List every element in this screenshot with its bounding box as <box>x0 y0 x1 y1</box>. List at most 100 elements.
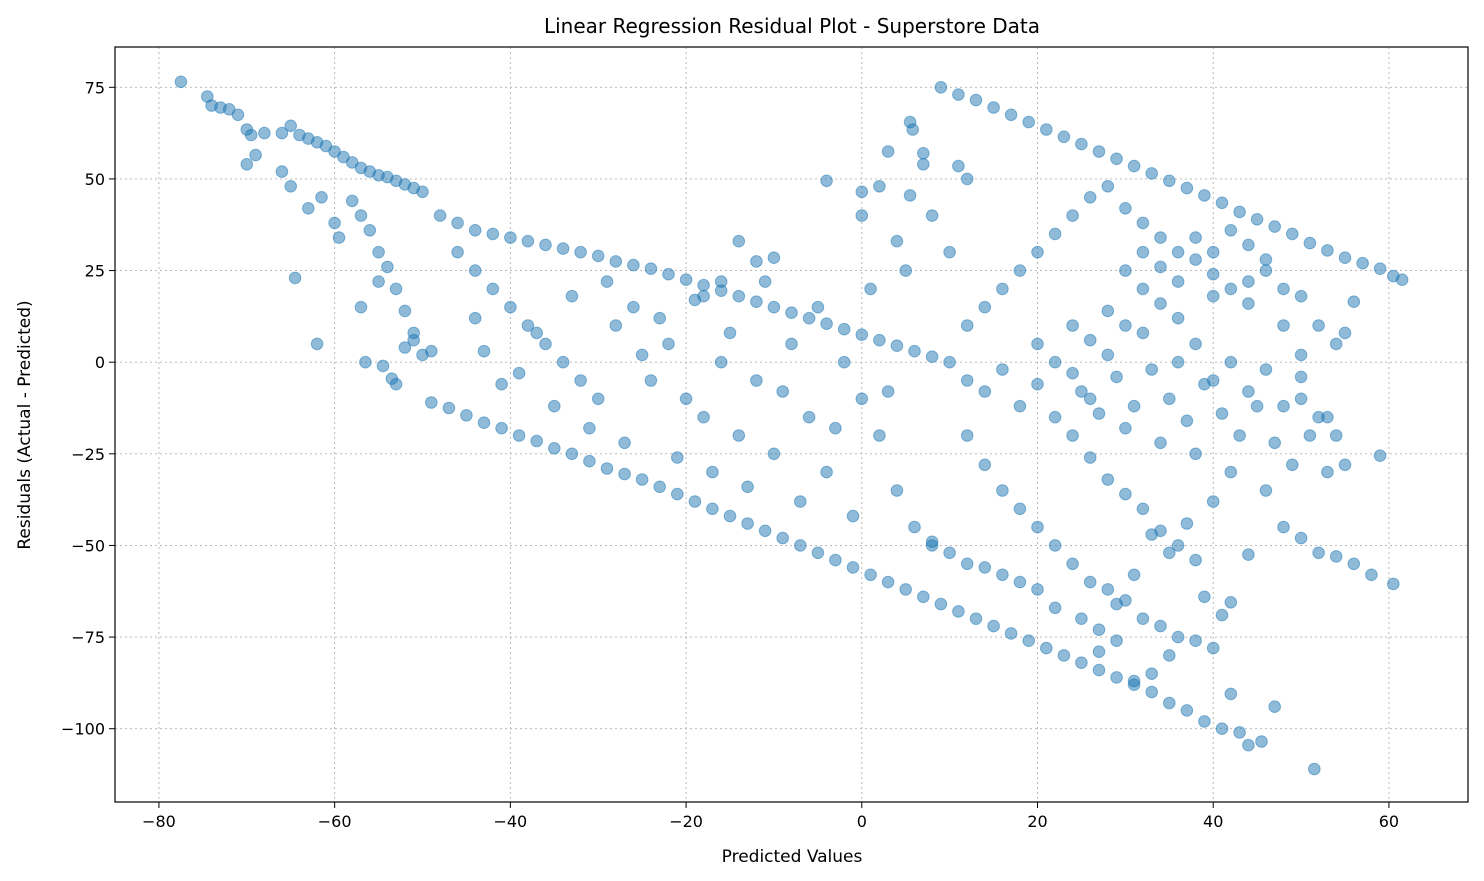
scatter-point <box>609 319 623 332</box>
scatter-point <box>1110 634 1123 648</box>
scatter-point <box>1101 473 1115 486</box>
scatter-point <box>1347 557 1361 571</box>
points-layer <box>174 75 1409 776</box>
scatter-point <box>934 81 948 94</box>
scatter-point <box>521 319 535 332</box>
scatter-point <box>284 119 298 133</box>
scatter-point <box>618 467 631 481</box>
scatter-point <box>1119 264 1132 277</box>
scatter-point <box>802 311 816 325</box>
scatter-point <box>1224 465 1238 479</box>
scatter-point <box>1171 245 1185 259</box>
scatter-point <box>600 462 614 475</box>
scatter-point <box>1387 577 1400 591</box>
scatter-point <box>1206 267 1220 281</box>
scatter-point <box>1031 337 1044 351</box>
y-axis-label: Residuals (Actual - Predicted) <box>15 300 35 549</box>
scatter-point <box>1206 289 1220 303</box>
scatter-point <box>899 583 913 596</box>
scatter-point <box>1189 553 1202 567</box>
x-tick-label: −80 <box>142 812 176 831</box>
scatter-point <box>1215 608 1229 622</box>
scatter-point <box>899 264 913 277</box>
scatter-point <box>960 374 974 387</box>
scatter-point <box>960 319 974 332</box>
scatter-point <box>1180 517 1194 530</box>
scatter-point <box>908 344 921 358</box>
scatter-point <box>354 300 368 314</box>
scatter-point <box>811 546 825 560</box>
y-tick-label: 0 <box>95 353 105 372</box>
scatter-point <box>1031 377 1044 391</box>
scatter-point <box>231 108 245 122</box>
scatter-point <box>244 128 258 142</box>
grid-layer <box>115 47 1468 802</box>
x-axis: −80 −60 −40 −20 0 20 40 60 <box>142 802 1399 831</box>
scatter-point <box>1083 191 1097 204</box>
scatter-point <box>873 429 886 442</box>
scatter-point <box>1136 245 1150 259</box>
scatter-point <box>881 575 895 589</box>
scatter-point <box>802 410 816 424</box>
scatter-point <box>1163 546 1176 560</box>
plot-frame <box>114 46 1469 803</box>
scatter-point <box>960 172 974 186</box>
scatter-point <box>1180 704 1194 717</box>
scatter-point <box>697 278 710 292</box>
scatter-point <box>943 355 956 369</box>
scatter-point <box>398 304 412 318</box>
scatter-point <box>1224 687 1238 701</box>
scatter-point <box>548 442 561 455</box>
scatter-point <box>1057 649 1071 662</box>
scatter-point <box>1395 273 1409 287</box>
scatter-point <box>758 524 772 538</box>
scatter-point <box>1224 282 1238 296</box>
scatter-point <box>952 159 965 173</box>
scatter-point <box>398 341 412 354</box>
scatter-point <box>1365 568 1378 582</box>
scatter-point <box>653 311 667 325</box>
scatter-point <box>512 366 526 380</box>
scatter-point <box>837 355 851 369</box>
scatter-point <box>644 374 658 387</box>
scatter-point <box>1013 399 1027 413</box>
scatter-point <box>1083 575 1097 589</box>
scatter-point <box>1215 722 1229 736</box>
scatter-point <box>354 209 368 222</box>
scatter-point <box>758 275 772 288</box>
scatter-point <box>1373 262 1387 276</box>
scatter-point <box>1119 202 1132 215</box>
scatter-point <box>1083 451 1097 464</box>
scatter-point <box>460 409 473 422</box>
scatter-point <box>1215 196 1229 210</box>
scatter-point <box>1308 762 1321 776</box>
scatter-point <box>565 289 579 303</box>
scatter-point <box>1312 546 1325 560</box>
scatter-point <box>1277 520 1290 534</box>
scatter-point <box>987 619 1000 633</box>
scatter-point <box>855 392 869 406</box>
scatter-point <box>1189 337 1202 351</box>
scatter-point <box>504 231 517 244</box>
scatter-point <box>1066 209 1079 222</box>
scatter-point <box>706 465 719 479</box>
x-tick-label: 0 <box>857 812 867 831</box>
scatter-point <box>1083 392 1097 406</box>
scatter-point <box>890 484 904 497</box>
scatter-point <box>1189 634 1202 648</box>
scatter-point <box>934 597 948 611</box>
scatter-point <box>1198 715 1211 728</box>
scatter-point <box>644 262 658 276</box>
scatter-point <box>906 123 920 136</box>
scatter-point <box>1092 407 1106 420</box>
scatter-point <box>486 227 500 241</box>
scatter-point <box>767 300 781 314</box>
x-tick-label: −20 <box>669 812 703 831</box>
scatter-point <box>372 275 385 288</box>
scatter-point <box>275 126 289 140</box>
scatter-point <box>1040 123 1053 136</box>
x-tick-label: 60 <box>1379 812 1399 831</box>
scatter-point <box>917 158 930 171</box>
scatter-point <box>539 337 552 351</box>
scatter-point <box>1233 205 1246 219</box>
